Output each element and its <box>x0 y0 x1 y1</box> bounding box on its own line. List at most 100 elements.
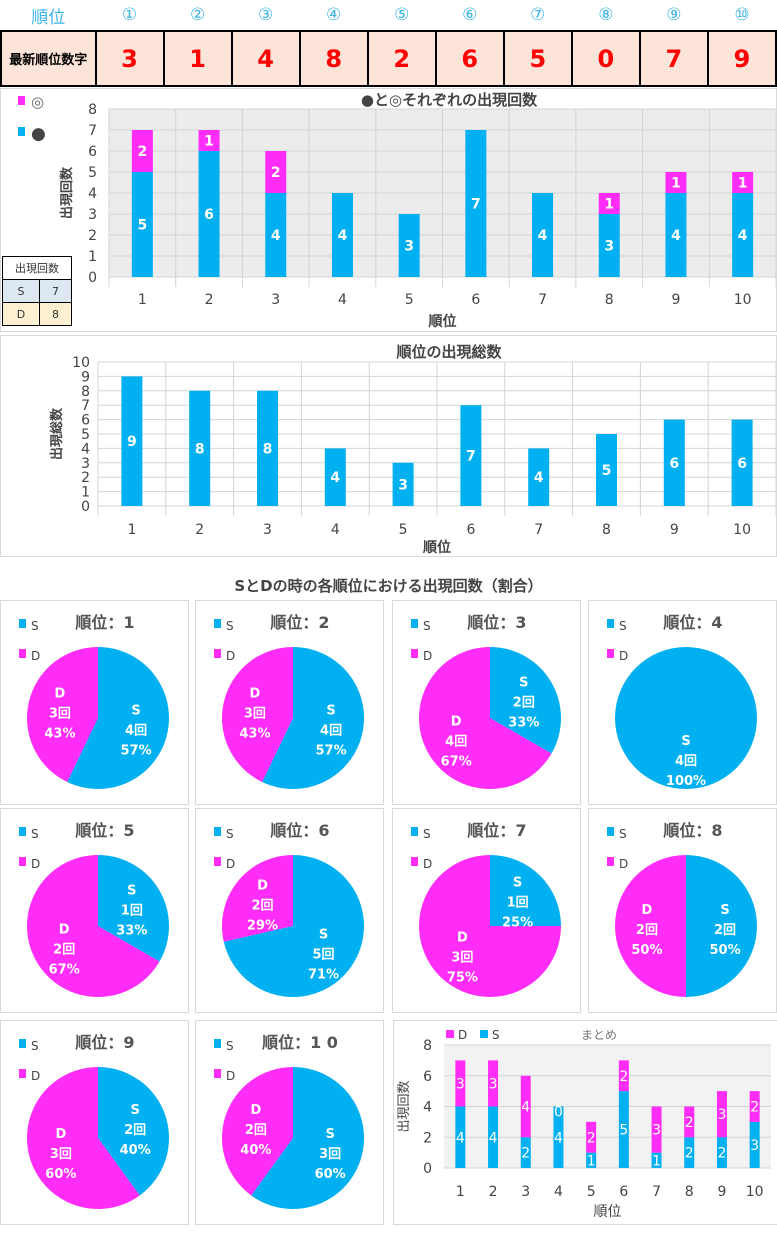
pie-label-d: 3回 <box>49 706 71 721</box>
pie-label-s: S <box>130 1103 139 1118</box>
data-label: 1 <box>204 134 214 150</box>
pie-label-d: D <box>59 923 70 938</box>
bar-◎-2 <box>198 130 220 151</box>
data-label: 4 <box>538 228 548 244</box>
x-tick-label: 8 <box>605 292 614 308</box>
chart-title: 順位の出現総数 <box>395 343 502 361</box>
legend-d: D <box>423 649 432 663</box>
pie-slice-s <box>67 647 169 789</box>
bar-total-5 <box>392 462 414 506</box>
x-tick-label: 4 <box>554 1184 563 1200</box>
pie-label-s: 3回 <box>319 1147 341 1162</box>
bar-●-5 <box>398 214 420 277</box>
legend-d: D <box>619 649 628 663</box>
data-label: 2 <box>271 165 281 181</box>
rank-header-1: ① <box>121 5 138 25</box>
pie-label-s: 100% <box>666 774 706 789</box>
bar-S-9 <box>716 1137 727 1168</box>
pie-label-s: 2回 <box>513 695 535 710</box>
data-label: 3 <box>717 1107 726 1123</box>
bar-●-3 <box>265 193 287 277</box>
x-tick-label: 8 <box>602 522 611 538</box>
rank-table: 順位 ① ② ③ ④ ⑤ ⑥ ⑦ ⑧ ⑨ ⑩ 最新順位数字 3 1 4 8 2 6 5 0 7 9 <box>0 0 777 87</box>
y-tick-label: 2 <box>88 228 97 244</box>
legend-d: D <box>458 1028 467 1042</box>
pie-slice-d <box>26 1067 140 1209</box>
pie-chart: 順位：5 S D S 1回 33% D 2回 67% <box>19 821 169 997</box>
rank-header-7: ⑦ <box>530 5 546 25</box>
pie-label-s: 4回 <box>320 724 342 739</box>
bar-◎-9 <box>665 172 687 193</box>
pie-label-s: 1回 <box>507 895 529 910</box>
pie-chart: 順位：3 S D S 2回 33% D 4回 67% <box>411 613 561 789</box>
legend-s: S <box>423 827 431 841</box>
x-axis-title: 順位 <box>594 1204 622 1220</box>
pie-slice-s <box>98 855 169 962</box>
bar-◎-10 <box>732 172 754 193</box>
pie-title: 順位：1 0 <box>261 1033 338 1052</box>
bar-●-7 <box>532 193 554 277</box>
pie-label-s: 5回 <box>313 947 335 962</box>
bar-●-6 <box>465 130 487 277</box>
y-tick-label: 0 <box>423 1161 432 1177</box>
legend-swatch-d <box>19 857 26 866</box>
chart-summary: 0 2 4 6 8 4 3 1 4 3 2 2 4 3 4 0 4 1 2 5 5 2 6 1 3 7 2 2 8 2 3 9 3 2 10 順位 出現… <box>393 1020 777 1225</box>
data-label: 2 <box>685 1115 694 1131</box>
pie-label-d: 67% <box>441 755 472 770</box>
bar-S-7 <box>651 1152 662 1168</box>
pie-label-d: 3回 <box>451 951 473 966</box>
bar-S-8 <box>684 1137 695 1168</box>
legend-s: S <box>492 1028 500 1042</box>
rank-header-label: 順位 <box>31 7 66 28</box>
pie-label-d: D <box>451 715 462 730</box>
data-label: 2 <box>750 1100 759 1116</box>
y-tick-label: 1 <box>81 485 90 501</box>
legend-swatch-d <box>19 649 26 658</box>
pie-label-d: 29% <box>247 919 278 934</box>
count-val-s: 7 <box>38 279 73 303</box>
x-tick-label: 5 <box>587 1184 596 1200</box>
pie-title: 順位：3 <box>466 613 526 632</box>
legend-d: D <box>31 649 40 663</box>
bar-◎-1 <box>131 130 153 172</box>
pie-chart: 順位：1 0 S D S 3回 60% D 2回 40% <box>214 1033 364 1209</box>
pie-label-d: D <box>55 686 66 701</box>
pie-slice-s <box>490 855 561 926</box>
count-key-s: S <box>2 279 40 303</box>
legend-swatch-s <box>19 1039 26 1048</box>
data-label: 3 <box>652 1123 661 1139</box>
y-tick-label: 9 <box>81 369 90 385</box>
pie-label-s: S <box>319 927 328 942</box>
x-axis-title: 順位 <box>429 313 457 330</box>
legend-d: D <box>226 857 235 871</box>
pie-label-s: 33% <box>508 715 539 730</box>
bar-total-10 <box>731 419 753 506</box>
pie-label-d: 43% <box>239 726 270 741</box>
pie-chart: 順位：6 S D S 5回 71% D 2回 29% <box>214 821 364 997</box>
x-axis-title: 順位 <box>423 539 451 556</box>
legend-d: D <box>31 1069 40 1083</box>
x-tick-label: 3 <box>271 292 280 308</box>
pie-label-d: 40% <box>240 1143 271 1158</box>
bar-●-9 <box>665 193 687 277</box>
bar-total-3 <box>257 390 278 506</box>
legend-s: S <box>31 1039 39 1053</box>
bar-●-10 <box>732 193 754 277</box>
y-tick-label: 8 <box>423 1038 432 1054</box>
pie-label-s: S <box>720 903 729 918</box>
pie-label-s: 57% <box>121 744 152 759</box>
pie-title: 順位：2 <box>269 613 329 632</box>
bar-D-10 <box>749 1091 760 1122</box>
pie-label-d: 3回 <box>50 1147 72 1162</box>
data-label: 7 <box>471 197 481 213</box>
bar-total-6 <box>460 405 482 506</box>
latest-digit-8: 0 <box>570 30 641 87</box>
pie-panel-3: 順位：3 S D S 2回 33% D 4回 67% <box>392 600 581 805</box>
y-axis-title: 出現回数 <box>59 166 75 219</box>
legend-swatch-double-circle <box>18 96 25 105</box>
y-tick-label: 1 <box>88 249 97 265</box>
pie-label-d: 2回 <box>636 923 658 938</box>
legend-swatch-s <box>411 619 418 628</box>
x-tick-label: 1 <box>127 522 136 538</box>
